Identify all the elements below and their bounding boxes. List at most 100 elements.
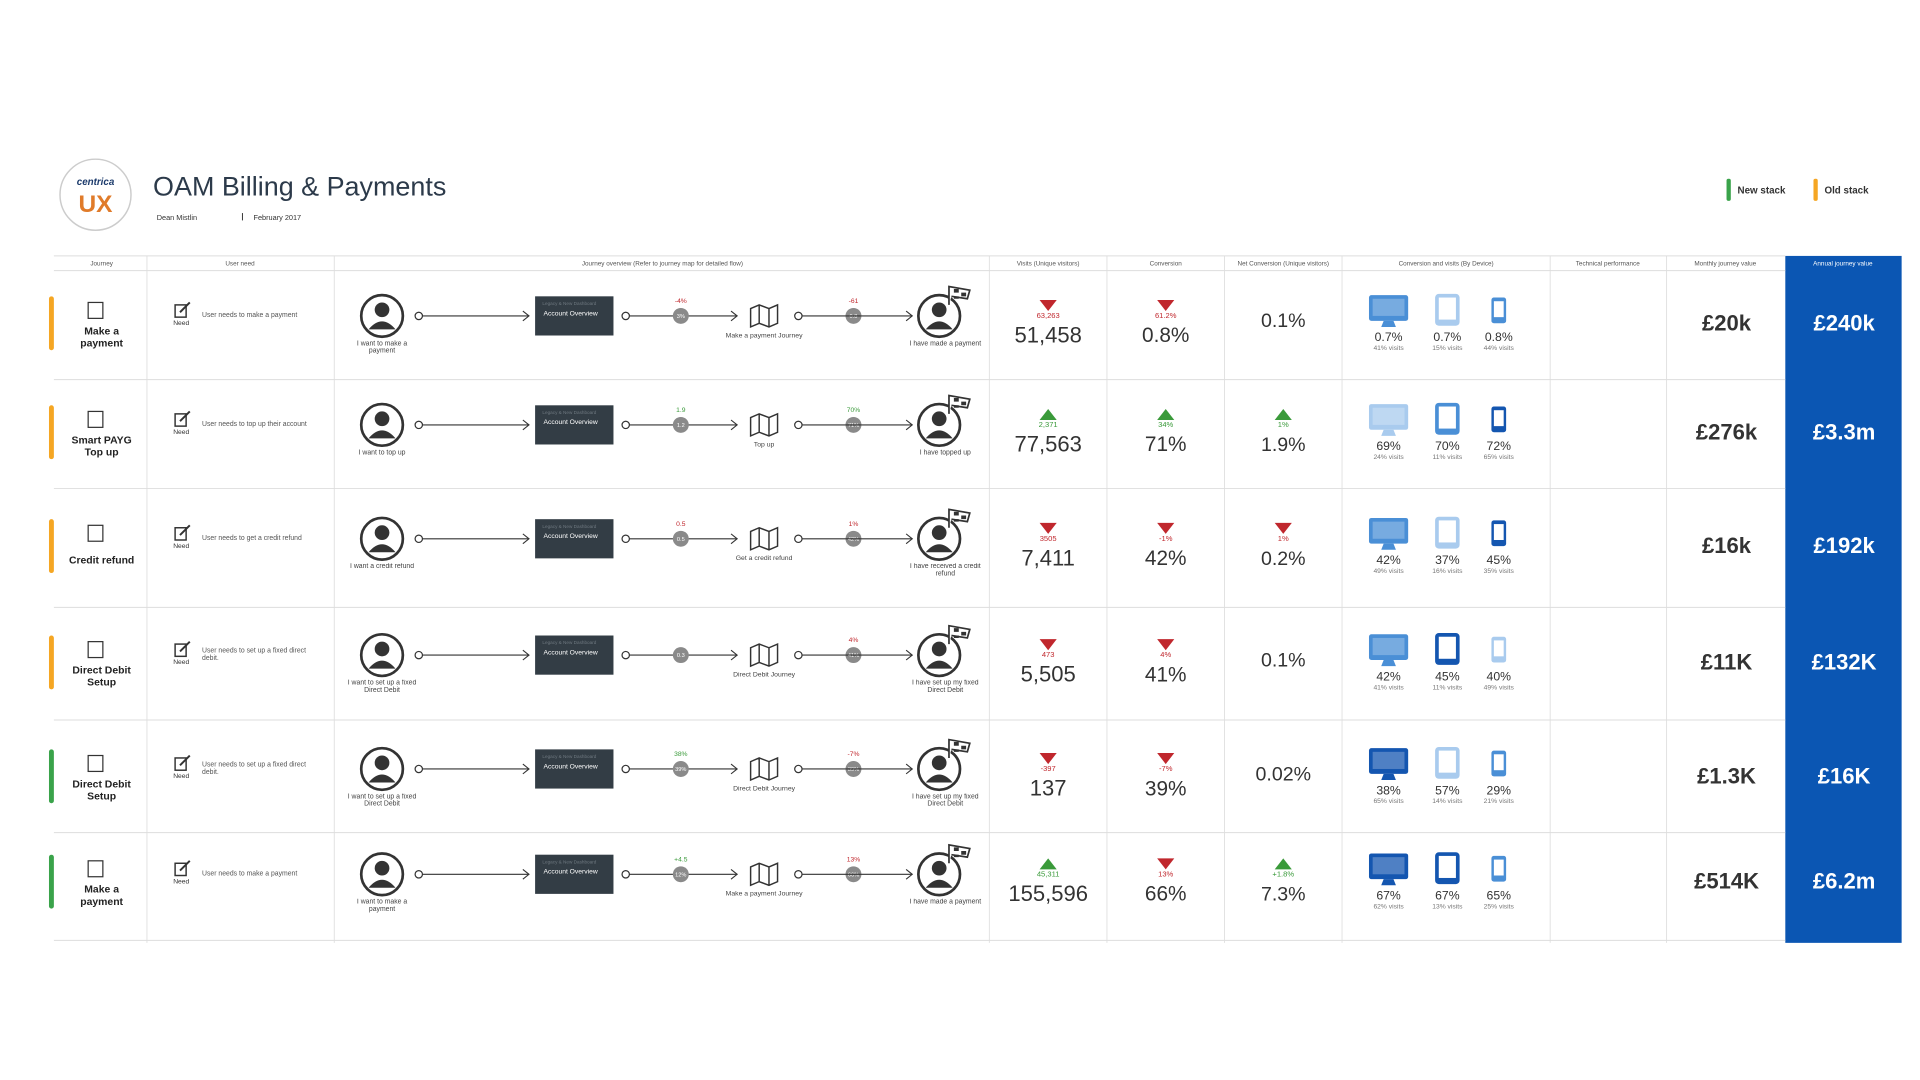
user-need-box: User needs to get a credit refund: [202, 535, 302, 542]
map-label: Direct Debit Journey: [733, 672, 796, 679]
device-conversion: 0.8%: [1485, 330, 1513, 344]
desktop-stand: [1381, 660, 1396, 667]
step-circle: [672, 416, 689, 433]
flow-node: [414, 311, 424, 321]
screen-sub: Legacy & New Dashboard: [542, 640, 596, 645]
end-label: I have set up my fixed Direct Debit: [911, 679, 979, 695]
screen-sub: Legacy & New Dashboard: [542, 754, 596, 759]
device-visits: 15% visits: [1432, 345, 1463, 352]
tablet-screen: [1438, 636, 1456, 659]
flag-check: [953, 511, 967, 522]
metric-change: 4%: [1160, 650, 1171, 659]
map-label: Get a credit refund: [736, 555, 793, 562]
step-value: 42%: [848, 537, 859, 543]
flow-arrow: [730, 763, 739, 775]
flow-node: [794, 650, 803, 660]
map-icon: [749, 642, 779, 668]
stack-indicator: [48, 854, 54, 909]
journey-name: Make a payment: [80, 324, 124, 349]
device-conversion: 67%: [1435, 889, 1460, 903]
tablet-screen: [1438, 297, 1456, 320]
metric-value: 0.1%: [1261, 310, 1306, 332]
device-conversion: 45%: [1487, 553, 1512, 567]
flow-node: [621, 650, 631, 660]
start-label-box: I want to make a payment: [357, 340, 407, 355]
device-conversion: 0.7%: [1433, 330, 1461, 344]
device-visits: 21% visits: [1484, 798, 1515, 805]
stack-indicator: [48, 749, 54, 804]
checkbox: [87, 860, 104, 878]
device-conversion: 65%: [1487, 889, 1512, 903]
user-need-box: User needs to make a payment: [202, 312, 297, 319]
start-label-box: I want to top up: [359, 449, 406, 456]
column-header: Annual journey value: [1813, 261, 1873, 268]
end-label: I have made a payment: [909, 340, 982, 348]
device-conversion: 40%: [1487, 669, 1512, 683]
start-label-box: I want to set up a fixed Direct Debit: [348, 793, 417, 808]
journey-name: Direct Debit Setup: [72, 777, 131, 803]
screen-sub: Legacy & New Dashboard: [542, 301, 596, 306]
trend-arrow: [1157, 522, 1175, 534]
column-header: Monthly journey value: [1694, 261, 1756, 268]
person-body: [925, 879, 953, 888]
map-label: Direct Debit Journey: [733, 785, 796, 792]
stack-indicator: [48, 519, 54, 574]
metric-change: -7%: [1159, 764, 1173, 773]
step-value: 3%: [677, 314, 685, 320]
person-body: [368, 321, 396, 330]
device-conversion: 37%: [1435, 553, 1460, 567]
person-head: [931, 302, 947, 318]
user-need-box: User needs to top up their account: [202, 421, 307, 428]
desktop-screen: [1372, 751, 1405, 769]
desktop-icon: [1368, 295, 1409, 321]
screen-box: [535, 854, 614, 894]
annual-column: [1785, 255, 1902, 943]
trend-arrow: [1157, 639, 1175, 651]
device-visits: 24% visits: [1373, 454, 1404, 461]
flag-check: [953, 847, 967, 858]
metric-change: -1%: [1159, 534, 1173, 543]
date: February 2017: [253, 213, 301, 222]
step-label: 70%: [847, 407, 860, 414]
map-label: Make a payment Journey: [726, 332, 803, 339]
metric-value: 41%: [1145, 663, 1187, 686]
device-conversion: 69%: [1376, 439, 1401, 453]
screen-name: Account Overview: [544, 869, 598, 876]
end-label-box: I have received a credit refund: [910, 563, 981, 578]
annual-value: £240k: [1813, 310, 1875, 335]
flow-node: [621, 534, 631, 544]
monthly-value: £1.3K: [1697, 763, 1756, 788]
metric-value: 0.1%: [1261, 649, 1306, 671]
device-visits: 11% visits: [1432, 684, 1462, 691]
step-label: 4%: [849, 637, 859, 644]
metric-change: +1.8%: [1272, 869, 1294, 878]
flag-check: [953, 288, 967, 299]
screen-box: [535, 519, 614, 559]
person-body: [925, 544, 953, 553]
mobile-screen: [1493, 754, 1504, 771]
person-head: [931, 525, 947, 540]
monthly-value: £16k: [1702, 533, 1752, 558]
end-label-box: I have made a payment: [909, 340, 982, 348]
flow-arrow: [522, 310, 530, 322]
device-conversion: 72%: [1487, 439, 1512, 453]
person-head: [374, 411, 390, 427]
journey-name-box: Direct Debit Setup: [72, 664, 130, 688]
step-value: 39%: [848, 767, 859, 773]
desktop-screen: [1372, 857, 1405, 875]
trend-arrow: [1039, 408, 1057, 420]
person-body: [368, 430, 396, 439]
trend-arrow: [1039, 300, 1057, 312]
column-header: User need: [225, 261, 255, 268]
device-conversion: 38%: [1376, 783, 1401, 797]
step-circle: [672, 761, 689, 777]
flow-arrow: [905, 419, 914, 431]
person-head: [931, 860, 947, 876]
need-label: Need: [173, 543, 189, 550]
tablet-screen: [1438, 406, 1456, 429]
desktop-screen: [1372, 298, 1405, 316]
screen-sub: Legacy & New Dashboard: [542, 410, 596, 415]
device-conversion: 45%: [1435, 669, 1460, 683]
journey-name: Make a payment: [80, 883, 124, 908]
